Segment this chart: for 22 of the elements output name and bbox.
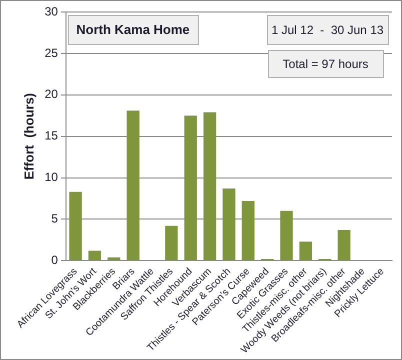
bar	[222, 188, 236, 260]
y-tick-label: 15	[44, 128, 58, 143]
y-tick-label: 20	[44, 87, 58, 102]
bar	[299, 242, 312, 260]
bar	[69, 192, 82, 260]
bar	[203, 112, 216, 260]
text: 1 Jul 12 - 30 Jun 13	[271, 22, 384, 37]
bar	[88, 250, 102, 260]
text: North Kama Home	[76, 22, 190, 38]
bar	[242, 200, 254, 260]
bar	[165, 226, 178, 260]
bar	[280, 210, 293, 260]
y-tick-label: 10	[44, 170, 58, 184]
y-axis-title: Effort (hours)	[21, 92, 36, 180]
bar	[184, 116, 197, 260]
y-tick-label: 0	[51, 252, 58, 267]
y-tick-label: 25	[44, 46, 58, 60]
y-tick-label: 5	[51, 212, 58, 226]
annotation: Total = 97 hours	[282, 56, 368, 71]
bar	[338, 230, 350, 260]
y-tick-label: 30	[44, 4, 58, 18]
bar	[126, 110, 140, 260]
